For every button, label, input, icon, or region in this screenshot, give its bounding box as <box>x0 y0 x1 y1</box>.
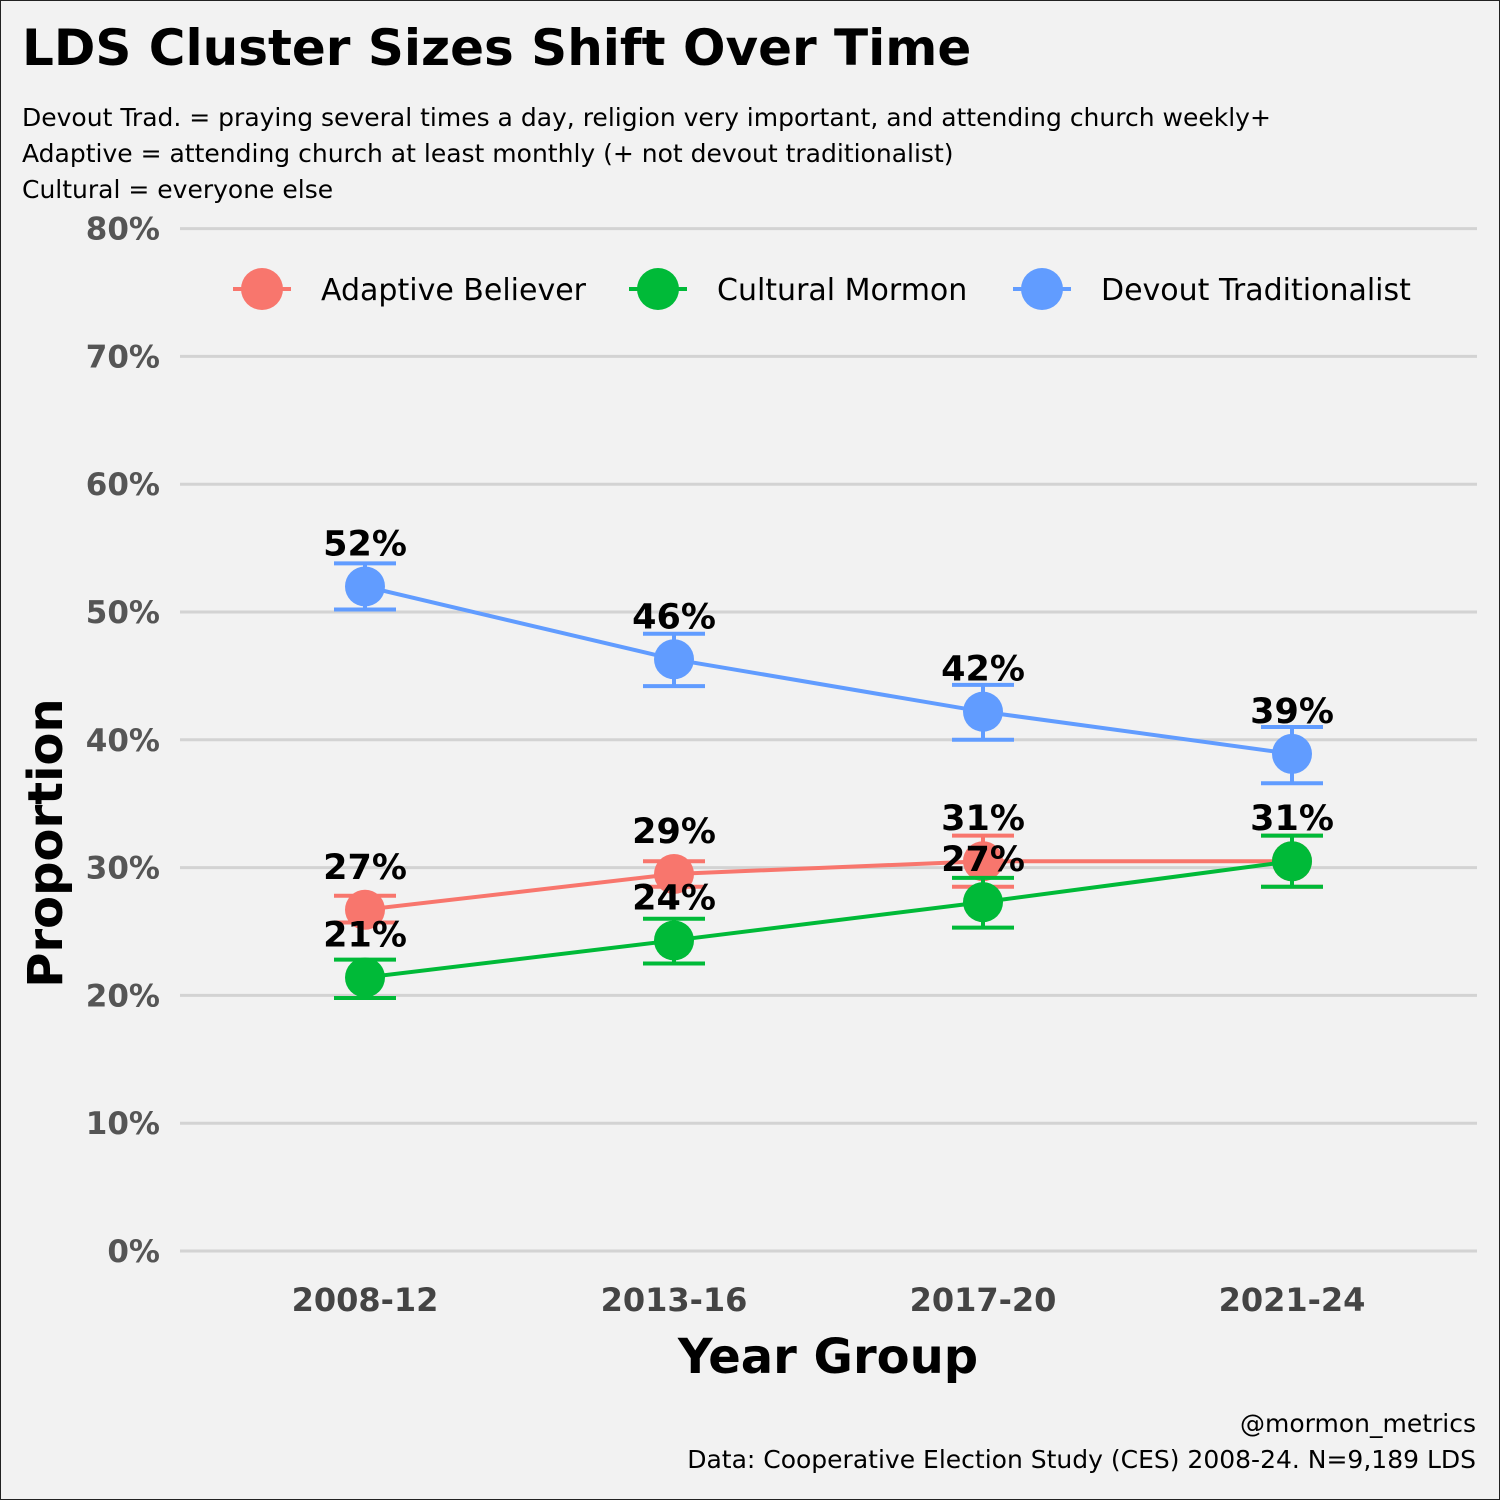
data-label: 29% <box>632 812 716 852</box>
data-label: 52% <box>323 524 407 564</box>
grid-lines <box>180 227 1477 1253</box>
legend-item: Adaptive Believer <box>233 268 587 310</box>
y-tick-label: 40% <box>86 723 160 759</box>
subtitle-line-3: Cultural = everyone else <box>22 175 333 204</box>
x-tick-label: 2021-24 <box>1219 1281 1366 1319</box>
data-label: 27% <box>941 840 1025 880</box>
data-label: 39% <box>1250 692 1334 732</box>
y-axis-ticks: 0% 10% 20% 30% 40% 50% 60% 70% 80% <box>86 212 160 1270</box>
y-tick-label: 20% <box>86 978 160 1014</box>
chart-title: LDS Cluster Sizes Shift Over Time <box>22 19 971 77</box>
x-axis-ticks: 2008-12 2013-16 2017-20 2021-24 <box>292 1281 1366 1319</box>
y-tick-label: 30% <box>86 851 160 887</box>
data-labels: 27%29% 31%21%24%27%31%52%46%42%39% <box>323 524 1334 955</box>
caption-handle: @mormon_metrics <box>1240 1409 1476 1438</box>
data-point <box>345 566 385 607</box>
data-point <box>345 889 385 930</box>
series-adaptive-believer <box>334 833 1323 930</box>
series-line <box>364 859 1292 912</box>
data-series <box>334 561 1323 1000</box>
subtitle-line-2: Adaptive = attending church at least mon… <box>22 139 954 168</box>
legend-item: Cultural Mormon <box>629 268 967 310</box>
data-point <box>1272 841 1312 882</box>
series-devout-traditionalist <box>334 561 1323 786</box>
subtitle-line-1: Devout Trad. = praying several times a d… <box>22 103 1271 132</box>
legend-key-point <box>241 268 283 310</box>
data-point <box>963 691 1003 732</box>
y-tick-label: 50% <box>86 595 160 631</box>
y-tick-label: 80% <box>86 212 160 248</box>
series-line <box>364 584 1293 756</box>
data-label: 31% <box>941 799 1025 839</box>
x-tick-label: 2013-16 <box>601 1281 748 1319</box>
x-tick-label: 2008-12 <box>292 1281 439 1319</box>
data-point <box>1272 733 1312 774</box>
legend: Adaptive Believer Cultural Mormon Devout T… <box>233 268 1411 310</box>
x-axis-title: Year Group <box>677 1329 978 1385</box>
legend-label: Adaptive Believer <box>321 273 587 308</box>
legend-key-point <box>1021 268 1063 310</box>
data-point <box>654 639 694 680</box>
legend-item: Devout Traditionalist <box>1013 268 1411 310</box>
data-label: 31% <box>1250 799 1334 839</box>
data-point <box>345 957 385 998</box>
y-tick-label: 70% <box>86 339 160 375</box>
y-tick-label: 60% <box>86 467 160 503</box>
legend-label: Cultural Mormon <box>717 273 967 308</box>
data-label: 46% <box>632 597 716 637</box>
data-point <box>654 853 694 894</box>
data-label: 42% <box>941 650 1025 690</box>
data-point <box>963 841 1003 882</box>
data-label: 27% <box>323 848 407 888</box>
data-label: 24% <box>632 878 716 918</box>
legend-key-point <box>637 268 679 310</box>
x-tick-label: 2017-20 <box>910 1281 1057 1319</box>
data-point <box>654 920 694 961</box>
y-tick-label: 0% <box>107 1234 160 1270</box>
data-point <box>963 882 1003 923</box>
y-tick-label: 10% <box>86 1106 160 1142</box>
y-axis-title: Proportion <box>18 698 74 987</box>
legend-label: Devout Traditionalist <box>1101 273 1411 308</box>
data-label: 21% <box>323 916 407 956</box>
series-line <box>364 859 1293 980</box>
series-cultural-mormon <box>334 833 1323 1000</box>
caption-source: Data: Cooperative Election Study (CES) 2… <box>687 1445 1476 1474</box>
